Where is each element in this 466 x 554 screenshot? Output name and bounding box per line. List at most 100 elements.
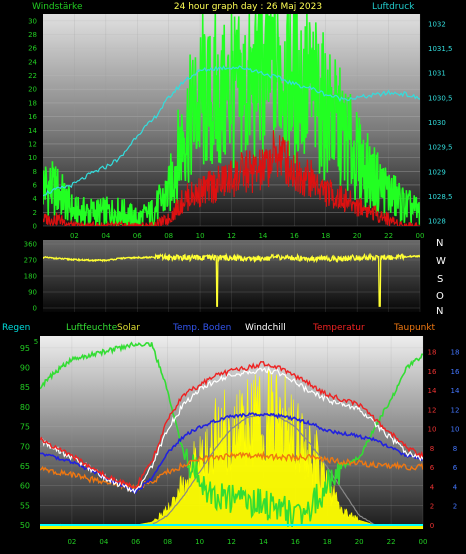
panel1-left-tick-label: 20	[28, 86, 37, 94]
legend-taupunkt: Taupunkt	[393, 323, 436, 333]
legend-solar: Solar	[117, 323, 140, 333]
compass-o: O	[436, 291, 444, 302]
panel1-x-tick-label: 08	[164, 232, 173, 240]
panel3-right-tick-label-red: 18	[428, 349, 437, 357]
panel3-legend: Regen Luftfeuchte Solar Temp. Boden Wind…	[2, 323, 436, 333]
panel2-axes: 0 90 180 270 360	[24, 241, 37, 313]
panel1-axes: 02468101214161820222426283010281028,5102…	[28, 17, 452, 240]
wind-direction-trace	[43, 252, 420, 307]
header-title: 24 hour graph day : 26 Maj 2023	[174, 2, 322, 12]
panel1-left-tick-label: 24	[28, 58, 37, 66]
panel3-right-tick-label-blue: 2	[453, 503, 457, 511]
panel1-right-tick-label: 1031	[428, 70, 446, 78]
panel3-right-tick-label-blue: 8	[453, 445, 457, 453]
panel3-left-tick-label: 55	[20, 501, 30, 510]
panel1-left-tick-label: 22	[28, 72, 37, 80]
panel3-left-tick-label: 70	[20, 442, 30, 451]
panel1-left-tick-label: 26	[28, 45, 37, 53]
panel3-x-tick-label: 12	[227, 538, 236, 546]
panel3-x-tick-label: 02	[67, 538, 76, 546]
compass-w: W	[436, 256, 446, 267]
panel1-left-tick-label: 2	[33, 209, 37, 217]
wind-speed-line	[43, 14, 420, 226]
panel1-x-tick-label: 12	[227, 232, 236, 240]
panel3-right-tick-label-red: 12	[428, 406, 437, 414]
panel3-right-tick-label-blue: 6	[453, 464, 458, 472]
compass-n-top: N	[436, 238, 443, 249]
panel3-x-tick-label: 08	[163, 538, 172, 546]
panel3-series	[40, 341, 423, 529]
panel1-right-tick-label: 1028,5	[428, 193, 453, 201]
panel1-x-tick-label: 04	[101, 232, 110, 240]
panel1-right-tick-label: 1029	[428, 168, 446, 176]
panel3-right-tick-label-blue: 18	[451, 349, 460, 357]
panel1-left-tick-label: 10	[28, 154, 37, 162]
panel1-left-tick-label: 4	[33, 195, 38, 203]
panel1-x-tick-label: 16	[290, 232, 299, 240]
panel3-x-tick-label: 22	[387, 538, 396, 546]
panel3-right-tick-label-blue: 4	[453, 483, 458, 491]
panel3-x-tick-label: 06	[131, 538, 140, 546]
panel3-left-tick-label: 90	[20, 364, 30, 373]
panel3-right-tick-label-red: 4	[430, 483, 435, 491]
legend-luftfeuchte: Luftfeuchte	[66, 323, 118, 333]
panel1-x-tick-label: 22	[384, 232, 393, 240]
panel3-left-tick-label: 50	[20, 521, 30, 530]
panel2-y-tick-label: 360	[24, 241, 37, 249]
panel3-axis-marker: 5	[34, 338, 38, 346]
header-left-label: Windstärke	[32, 2, 83, 12]
panel1-left-tick-label: 16	[28, 113, 37, 121]
compass-labels: N W S O N	[436, 238, 446, 317]
temperature-line	[40, 360, 423, 489]
panel1-left-tick-label: 18	[28, 99, 37, 107]
panel1-left-tick-label: 8	[33, 168, 37, 176]
panel1-series	[43, 14, 420, 226]
wind-direction-panel: 0 90 180 270 360 N W S O N	[24, 238, 446, 317]
panel3-left-tick-label: 85	[20, 383, 30, 392]
panel1-right-tick-label: 1032	[428, 20, 446, 28]
panel1-x-tick-label: 00	[416, 232, 425, 240]
panel1-left-tick-label: 28	[28, 31, 37, 39]
compass-n-bottom: N	[436, 306, 443, 317]
panel1-left-tick-label: 0	[33, 223, 37, 231]
panel3-x-tick-label: 16	[291, 538, 300, 546]
panel1-x-tick-label: 20	[353, 232, 362, 240]
legend-temp-boden: Temp. Boden	[172, 323, 231, 333]
panel2-y-tick-label: 0	[33, 305, 37, 313]
panel3-x-tick-label: 00	[419, 538, 428, 546]
panel2-series	[43, 252, 420, 307]
panel3-right-tick-label-blue: 10	[451, 426, 460, 434]
panel3-right-tick-label-blue: 12	[451, 406, 460, 414]
panel2-y-tick-label: 180	[24, 273, 37, 281]
windchill-line	[40, 366, 423, 495]
panel3-right-tick-label-red: 8	[430, 445, 434, 453]
dewpoint-line	[40, 450, 423, 492]
wind-pressure-panel: 02468101214161820222426283010281028,5102…	[28, 14, 453, 240]
temperature-panel: 5055606570758085909502468101214161824681…	[20, 336, 460, 546]
panel3-left-tick-label: 80	[20, 403, 30, 412]
panel2-y-tick-label: 270	[24, 257, 37, 265]
panel2-y-tick-label: 90	[28, 289, 37, 297]
panel1-left-tick-label: 30	[28, 17, 37, 25]
panel3-right-tick-label-blue: 16	[451, 368, 460, 376]
legend-regen: Regen	[2, 323, 30, 333]
panel1-x-tick-label: 10	[196, 232, 205, 240]
panel1-left-tick-label: 6	[33, 181, 38, 189]
panel3-left-tick-label: 65	[20, 462, 30, 471]
panel1-right-tick-label: 1029,5	[428, 144, 453, 152]
header-right-label: Luftdruck	[372, 2, 415, 12]
humidity-line	[40, 341, 423, 528]
legend-temperatur: Temperatur	[312, 323, 365, 333]
panel3-right-tick-label-red: 16	[428, 368, 437, 376]
panel1-x-tick-label: 02	[70, 232, 79, 240]
wind-gust-line	[43, 130, 420, 226]
panel3-right-tick-label-red: 6	[430, 464, 435, 472]
panel1-x-tick-label: 06	[133, 232, 142, 240]
panel3-right-tick-label-red: 14	[428, 387, 437, 395]
panel1-right-tick-label: 1028	[428, 218, 446, 226]
panel3-right-tick-label-red: 2	[430, 503, 434, 511]
panel3-left-tick-label: 60	[20, 482, 30, 491]
panel1-left-tick-label: 14	[28, 127, 37, 135]
panel3-right-tick-label-red: 10	[428, 426, 437, 434]
